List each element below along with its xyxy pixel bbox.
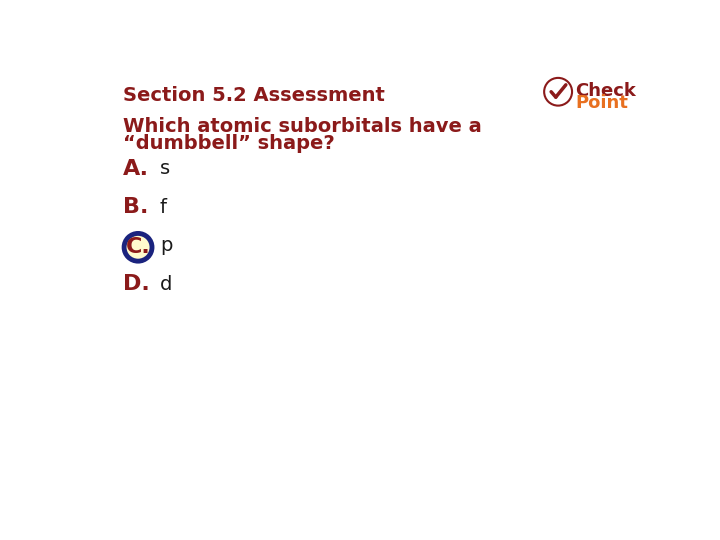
- Text: Point: Point: [575, 94, 628, 112]
- Text: C.: C.: [126, 237, 150, 257]
- Text: “dumbbell” shape?: “dumbbell” shape?: [122, 134, 334, 153]
- Text: s: s: [160, 159, 170, 178]
- Text: Check: Check: [575, 82, 636, 100]
- Text: d: d: [160, 275, 172, 294]
- Circle shape: [124, 233, 152, 261]
- Text: D.: D.: [122, 274, 149, 294]
- Text: f: f: [160, 198, 167, 217]
- Text: Section 5.2 Assessment: Section 5.2 Assessment: [122, 86, 384, 105]
- Text: p: p: [160, 237, 172, 255]
- Text: Which atomic suborbitals have a: Which atomic suborbitals have a: [122, 117, 481, 136]
- Circle shape: [544, 78, 572, 106]
- Text: A.: A.: [122, 159, 148, 179]
- Text: B.: B.: [122, 197, 148, 217]
